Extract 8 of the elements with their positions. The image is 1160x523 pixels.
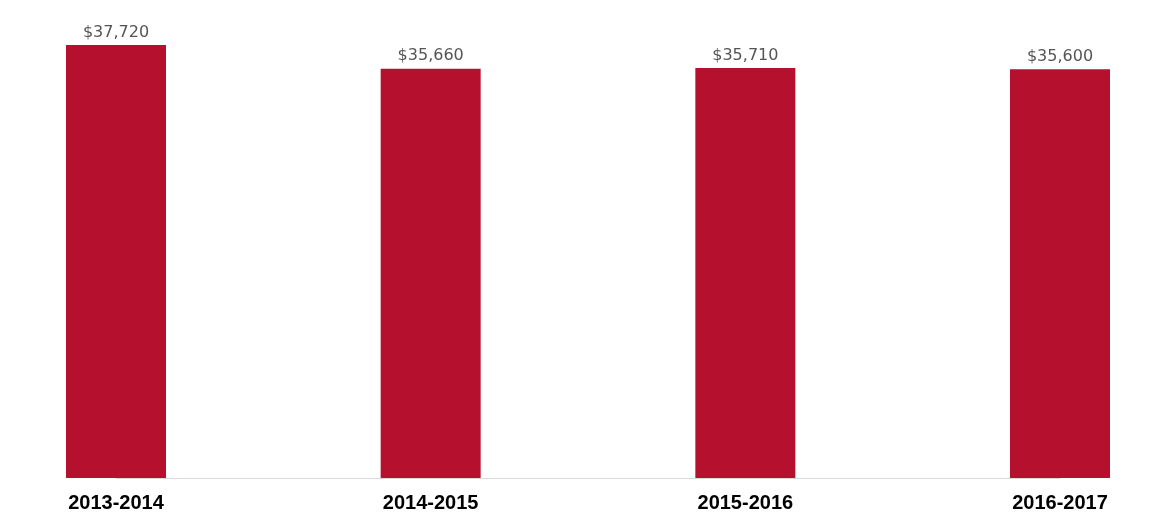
x-tick-label: 2015-2016 [697, 491, 794, 513]
x-tick-label: 2013-2014 [68, 491, 165, 513]
data-label: $37,720 [82, 21, 150, 41]
x-tick-label: 2014-2015 [382, 491, 479, 513]
x-tick-label: 2016-2017 [1012, 491, 1108, 513]
data-label: $35,710 [712, 44, 779, 64]
data-label: $35,600 [1026, 45, 1094, 65]
data-label: $35,660 [397, 45, 464, 65]
